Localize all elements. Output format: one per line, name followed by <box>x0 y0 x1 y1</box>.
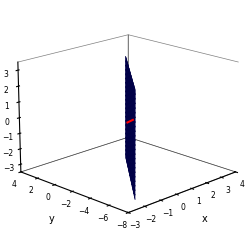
X-axis label: x: x <box>202 214 208 224</box>
Y-axis label: y: y <box>49 214 54 224</box>
